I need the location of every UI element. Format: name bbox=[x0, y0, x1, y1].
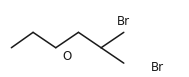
Text: Br: Br bbox=[151, 61, 164, 74]
Text: O: O bbox=[63, 50, 72, 63]
Text: Br: Br bbox=[117, 15, 130, 28]
